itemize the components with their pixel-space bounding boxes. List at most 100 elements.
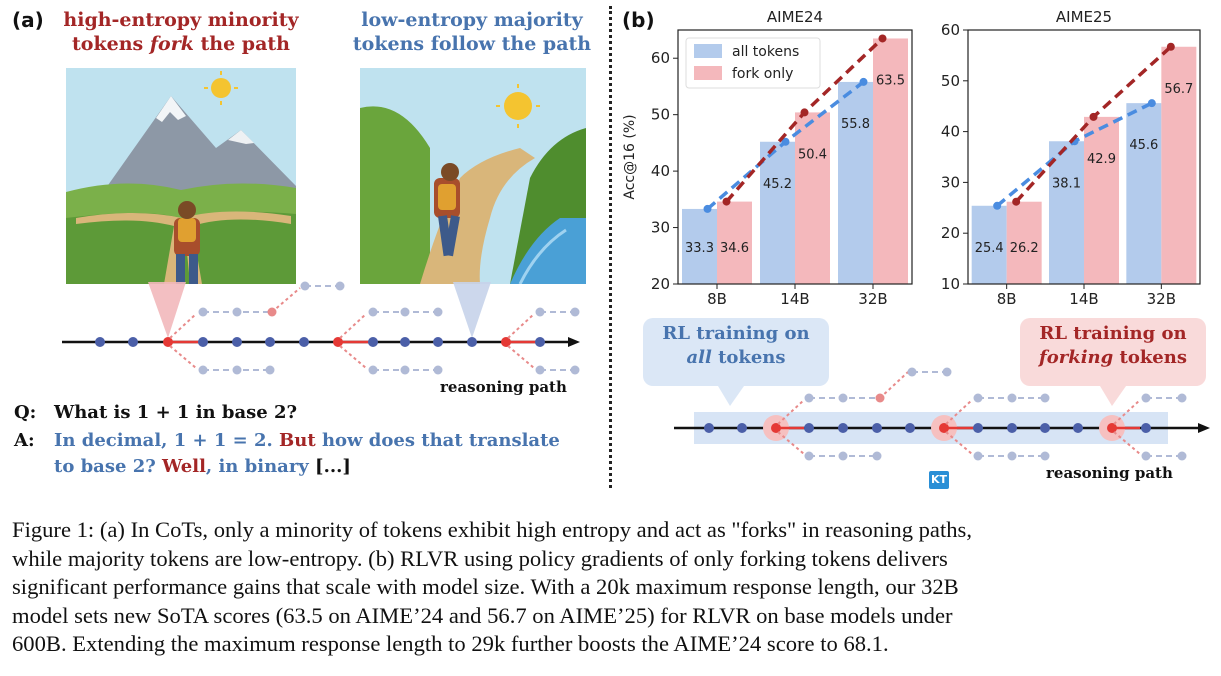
chart-title-0: AIME24 — [767, 8, 823, 26]
trend-point-0-0-0 — [703, 204, 712, 213]
caption-line-3: significant performance gains that scale… — [12, 574, 959, 599]
charts-area: AIME24 Acc@16 (%) 33.3 34.6 45.2 50.4 55.8 63.5… — [622, 8, 1201, 308]
ytick-label-0-1: 30 — [651, 219, 670, 237]
bar-0-1-2 — [873, 38, 908, 284]
value-label-0-0-0: 33.3 — [685, 241, 714, 256]
value-label-1-1-0: 26.2 — [1010, 241, 1039, 256]
value-label-1-1-2: 56.7 — [1164, 82, 1193, 97]
bubble-all-em: all — [686, 347, 712, 368]
single-path-illustration — [360, 68, 586, 284]
headline-the-path: the path — [193, 33, 290, 55]
ytick-label-0-0: 20 — [651, 275, 670, 293]
answer-low-3: to base 2? — [54, 456, 156, 477]
answer-low-1: In decimal, 1 + 1 = 2. — [54, 430, 273, 451]
answer-block: A: In decimal, 1 + 1 = 2. But how does th… — [14, 428, 594, 480]
legend-label-0-1: fork only — [732, 66, 793, 82]
fork-spotlight — [148, 282, 186, 338]
xtick-label-0-1: 14B — [780, 290, 809, 308]
ytick-label-0-2: 40 — [651, 162, 670, 180]
bubble-fork-line2: forking tokens — [1020, 346, 1206, 370]
headline-high-entropy-line1: high-entropy minority — [63, 9, 299, 31]
ytick-label-1-3: 40 — [941, 123, 960, 141]
fork-road-illustration — [66, 68, 296, 284]
legend-swatch-0-0 — [694, 44, 722, 58]
trend-point-1-0-0 — [993, 201, 1002, 210]
bar-0-0-1 — [760, 141, 795, 284]
ytick-label-0-3: 50 — [651, 106, 670, 124]
value-label-0-0-2: 55.8 — [841, 117, 870, 132]
ytick-label-0-4: 60 — [651, 49, 670, 67]
bar-1-0-0 — [971, 205, 1007, 284]
value-label-1-0-2: 45.6 — [1129, 138, 1158, 153]
bubble-fork-em: forking — [1039, 347, 1114, 368]
chart-title-1: AIME25 — [1056, 8, 1112, 26]
headline-fork-em: fork — [149, 33, 194, 55]
panel-divider — [609, 6, 612, 488]
bubble-all-tail — [718, 386, 744, 406]
chart-ylabel-0: Acc@16 (%) — [622, 114, 638, 199]
bubble-fork-line1: RL training on — [1039, 323, 1187, 344]
bubble-all-post: tokens — [711, 347, 786, 368]
bar-0-0-0 — [682, 208, 717, 284]
panel-b-label: (b) — [622, 8, 655, 32]
headline-high-entropy: high-entropy minority tokens fork the pa… — [58, 8, 304, 56]
bar-1-1-2 — [1161, 46, 1197, 284]
bar-0-1-0 — [717, 201, 752, 284]
ytick-label-1-1: 20 — [941, 224, 960, 242]
answer-fork-well: Well — [162, 456, 206, 477]
bar-0-1-1 — [795, 112, 830, 284]
trend-point-0-0-1 — [781, 137, 790, 146]
value-label-0-1-1: 50.4 — [798, 147, 827, 162]
token-path-diagram-a — [62, 281, 580, 375]
value-label-1-0-1: 38.1 — [1052, 176, 1081, 191]
trend-point-0-1-2 — [878, 34, 887, 43]
caption-line-4: model sets new SoTA scores (63.5 on AIME… — [12, 602, 953, 628]
trend-point-1-1-0 — [1012, 197, 1021, 206]
headline-tokens: tokens — [72, 33, 150, 55]
trend-point-1-1-1 — [1089, 112, 1098, 121]
bar-0-0-2 — [838, 81, 873, 284]
bar-1-1-1 — [1084, 116, 1119, 284]
xtick-label-0-2: 32B — [858, 290, 887, 308]
caption-line-2: while majority tokens are low-entropy. (… — [12, 545, 948, 571]
figure-caption: Figure 1: (a) In CoTs, only a minority o… — [12, 516, 972, 659]
bar-1-0-2 — [1126, 103, 1162, 284]
xtick-label-0-0: 8B — [707, 290, 727, 308]
xtick-label-1-0: 8B — [997, 290, 1017, 308]
bar-1-1-0 — [1006, 201, 1042, 284]
token-path-diagram-b — [674, 367, 1210, 461]
panel-a-label: (a) — [12, 8, 44, 32]
bar-1-0-1 — [1049, 141, 1084, 284]
caption-line-1: Figure 1: (a) In CoTs, only a minority o… — [12, 517, 972, 542]
value-label-1-0-0: 25.4 — [975, 241, 1004, 256]
bubble-all-line1: RL training on — [662, 323, 810, 344]
trend-point-1-0-2 — [1147, 99, 1156, 108]
value-label-0-0-1: 45.2 — [763, 177, 792, 192]
follow-spotlight — [453, 282, 491, 338]
xtick-label-1-1: 14B — [1069, 290, 1098, 308]
answer-low-4: , in binary — [205, 456, 309, 477]
value-label-0-1-0: 34.6 — [720, 241, 749, 256]
legend-swatch-0-1 — [694, 66, 722, 80]
ytick-label-1-2: 30 — [941, 173, 960, 191]
value-label-0-1-2: 63.5 — [876, 73, 905, 88]
trend-point-0-0-2 — [859, 77, 868, 86]
trend-point-1-1-2 — [1166, 42, 1175, 51]
legend-label-0-0: all tokens — [732, 44, 799, 60]
xtick-label-1-2: 32B — [1147, 290, 1176, 308]
bubble-fork-post: tokens — [1113, 347, 1187, 368]
trend-point-0-1-1 — [800, 108, 809, 117]
answer-line2: to base 2? Well, in binary [...] — [14, 454, 594, 480]
bubble-all-tokens: RL training on all tokens — [643, 318, 829, 386]
answer-ellipsis: [...] — [315, 456, 351, 477]
bubble-forking-tokens: RL training on forking tokens — [1020, 318, 1206, 386]
question-prefix: Q: — [14, 402, 37, 423]
answer-fork-but: But — [279, 430, 316, 451]
question-block: Q: What is 1 + 1 in base 2? — [14, 400, 297, 426]
question-text: What is 1 + 1 in base 2? — [54, 402, 298, 423]
kt-badge: KT — [929, 471, 949, 489]
reasoning-path-label-a: reasoning path — [440, 378, 567, 396]
value-label-1-1-1: 42.9 — [1087, 152, 1116, 167]
ytick-label-1-0: 10 — [941, 275, 960, 293]
headline-high-entropy-line2: tokens fork the path — [58, 32, 304, 56]
